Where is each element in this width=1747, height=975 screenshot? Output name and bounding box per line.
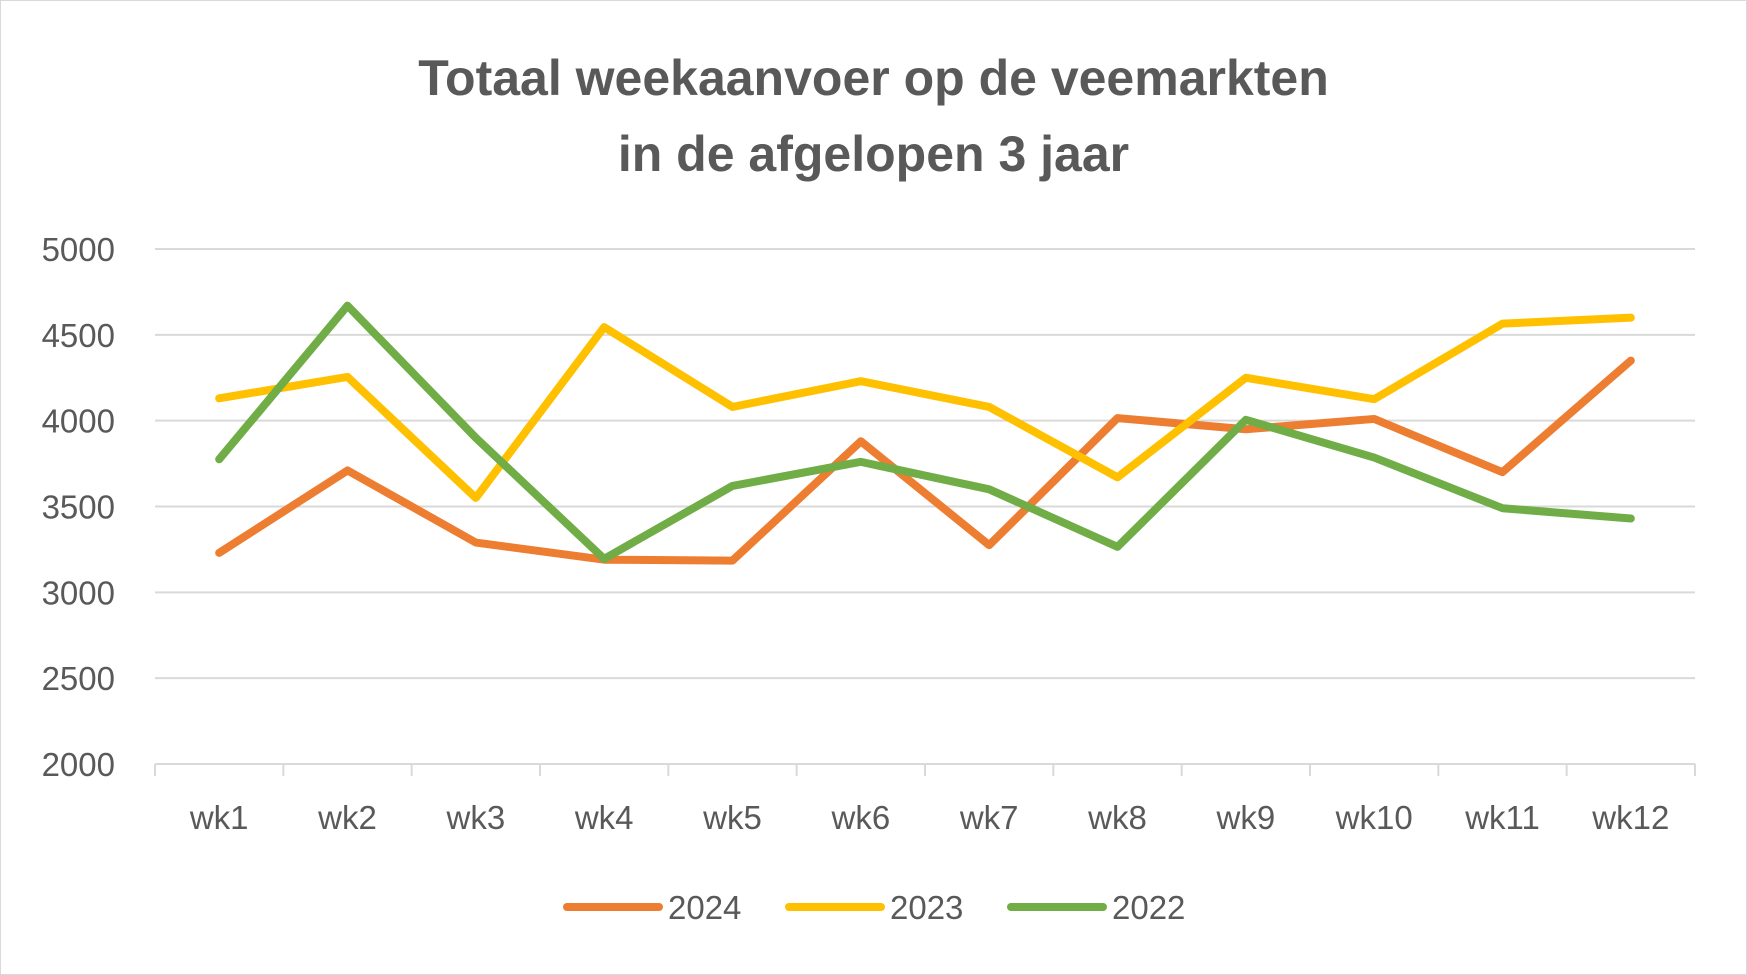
legend-label: 2023 — [890, 889, 963, 926]
legend-label: 2022 — [1112, 889, 1185, 926]
x-tick-label: wk8 — [1087, 799, 1147, 836]
legend-label: 2024 — [668, 889, 741, 926]
x-tick-label: wk2 — [317, 799, 377, 836]
x-tick-label: wk10 — [1335, 799, 1413, 836]
x-tick-label: wk12 — [1591, 799, 1669, 836]
x-tick-label: wk6 — [830, 799, 890, 836]
x-tick-label: wk3 — [445, 799, 505, 836]
series-line-2024 — [215, 356, 1635, 565]
y-tick-label: 3000 — [42, 574, 115, 611]
y-tick-label: 3500 — [42, 489, 115, 526]
series-line-2022 — [215, 301, 1635, 563]
x-tick-label: wk4 — [574, 799, 634, 836]
y-tick-label: 4000 — [42, 403, 115, 440]
y-tick-label: 5000 — [42, 231, 115, 268]
x-tick-label: wk11 — [1464, 799, 1540, 836]
y-tick-label: 2000 — [42, 746, 115, 783]
x-tick-label: wk5 — [702, 799, 762, 836]
y-tick-label: 2500 — [42, 660, 115, 697]
y-tick-label: 4500 — [42, 317, 115, 354]
chart-title-line-1: Totaal weekaanvoer op de veemarkten — [418, 50, 1329, 106]
series-line-2023 — [215, 313, 1635, 502]
chart-title-line-2: in de afgelopen 3 jaar — [617, 126, 1130, 182]
x-tick-label: wk7 — [959, 799, 1019, 836]
x-tick-label: wk1 — [189, 799, 249, 836]
x-tick-label: wk9 — [1215, 799, 1275, 836]
